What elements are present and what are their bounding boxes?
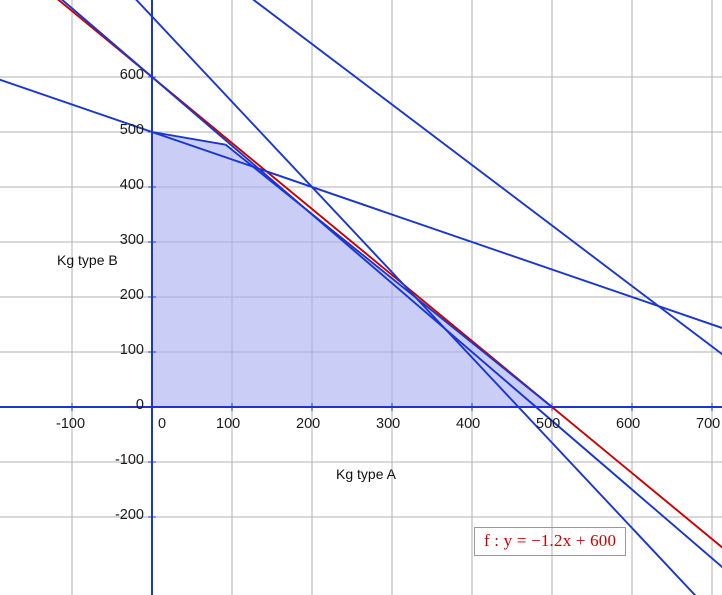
x-tick-label: 300 [376, 416, 401, 432]
tick-marks [71, 76, 713, 518]
y-tick-label: 300 [119, 232, 144, 248]
x-tick-label: 400 [456, 416, 481, 432]
x-tick-label: 200 [296, 416, 321, 432]
y-tick-label: -200 [114, 507, 144, 523]
y-axis-label: Kg type B [57, 252, 118, 268]
y-tick-label: 600 [119, 67, 144, 83]
x-axis-label: Kg type A [336, 466, 396, 482]
x-tick-label: 0 [158, 416, 167, 432]
x-tick-label: 600 [616, 416, 641, 432]
y-tick-label: 200 [119, 287, 144, 303]
y-tick-label: -100 [114, 452, 144, 468]
equation-annotation: f : y = −1.2x + 600 [474, 527, 627, 556]
y-tick-label: 500 [119, 122, 144, 138]
x-tick-label: -100 [56, 416, 86, 432]
y-tick-label: 100 [119, 342, 144, 358]
x-tick-label: 500 [536, 416, 561, 432]
x-tick-label: 100 [216, 416, 241, 432]
y-tick-label: 0 [135, 397, 144, 413]
y-tick-label: 400 [119, 177, 144, 193]
x-tick-label: 700 [696, 416, 721, 432]
feasible-region [152, 132, 552, 407]
